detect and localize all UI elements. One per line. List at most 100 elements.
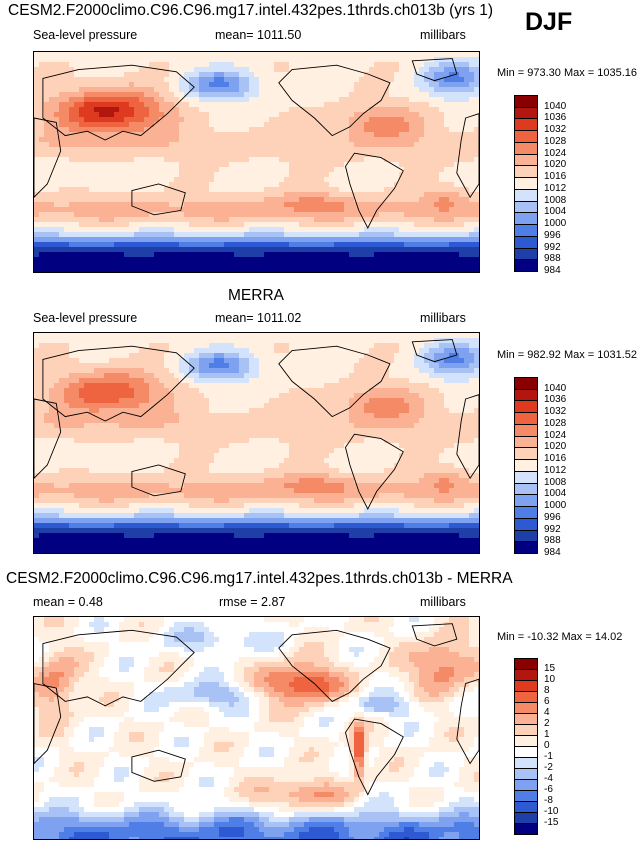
field-cell — [429, 363, 435, 369]
field-cell — [199, 72, 205, 78]
field-cell — [459, 262, 465, 268]
field-cell — [349, 147, 355, 153]
field-cell — [49, 177, 55, 183]
field-cell — [424, 152, 430, 158]
field-cell — [334, 117, 340, 123]
field-cell — [189, 107, 195, 113]
field-cell — [374, 338, 380, 344]
field-cell — [44, 353, 50, 359]
field-cell — [309, 92, 315, 98]
field-cell — [129, 127, 135, 133]
field-cell — [344, 137, 350, 143]
field-cell — [339, 378, 345, 384]
field-cell — [34, 378, 40, 384]
field-cell — [119, 192, 125, 198]
field-cell — [49, 358, 55, 364]
field-cell — [434, 252, 440, 258]
field-cell — [424, 242, 430, 248]
field-cell — [39, 192, 45, 198]
field-cell — [429, 237, 435, 243]
field-cell — [104, 162, 110, 168]
field-cell — [74, 262, 80, 268]
field-cell — [299, 137, 305, 143]
field-cell — [349, 182, 355, 188]
field-cell — [99, 267, 105, 272]
field-cell — [449, 142, 455, 148]
field-cell — [404, 122, 410, 128]
field-cell — [119, 137, 125, 143]
field-cell — [204, 52, 210, 58]
field-cell — [389, 212, 395, 218]
field-cell — [209, 237, 215, 243]
field-cell — [299, 267, 305, 272]
field-cell — [394, 122, 400, 128]
field-cell — [219, 192, 225, 198]
field-cell — [249, 333, 255, 339]
field-cell — [424, 72, 430, 78]
field-cell — [379, 177, 385, 183]
field-cell — [244, 257, 250, 263]
field-cell — [404, 252, 410, 258]
field-cell — [324, 77, 330, 83]
field-cell — [149, 127, 155, 133]
field-cell — [204, 373, 210, 379]
field-cell — [239, 52, 245, 58]
field-cell — [469, 212, 475, 218]
field-cell — [324, 363, 330, 369]
field-cell — [144, 217, 150, 223]
field-cell — [134, 152, 140, 158]
field-cell — [119, 338, 125, 344]
field-cell — [374, 172, 380, 178]
field-cell — [164, 227, 170, 233]
field-cell — [54, 62, 60, 68]
field-cell — [129, 122, 135, 128]
field-cell — [209, 162, 215, 168]
field-cell — [419, 207, 425, 213]
field-cell — [154, 368, 160, 374]
field-cell — [239, 147, 245, 153]
field-cell — [244, 152, 250, 158]
field-cell — [309, 117, 315, 123]
field-cell — [74, 388, 80, 394]
field-cell — [234, 358, 240, 364]
field-cell — [239, 192, 245, 198]
field-cell — [369, 232, 375, 238]
field-cell — [274, 137, 280, 143]
field-cell — [254, 207, 260, 213]
field-cell — [179, 177, 185, 183]
field-cell — [84, 67, 90, 73]
field-cell — [224, 137, 230, 143]
field-cell — [64, 57, 70, 63]
field-cell — [59, 232, 65, 238]
field-cell — [234, 197, 240, 203]
field-cell — [434, 378, 440, 384]
field-cell — [159, 72, 165, 78]
field-cell — [299, 152, 305, 158]
field-cell — [114, 97, 120, 103]
field-cell — [214, 207, 220, 213]
field-cell — [144, 82, 150, 88]
field-cell — [164, 338, 170, 344]
field-cell — [209, 137, 215, 143]
field-cell — [464, 122, 470, 128]
field-cell — [139, 87, 145, 93]
field-cell — [324, 217, 330, 223]
field-cell — [34, 358, 40, 364]
field-cell — [69, 388, 75, 394]
field-cell — [264, 348, 270, 354]
field-cell — [334, 338, 340, 344]
field-cell — [289, 167, 295, 173]
field-cell — [474, 117, 479, 123]
field-cell — [214, 157, 220, 163]
field-cell — [224, 152, 230, 158]
field-cell — [259, 177, 265, 183]
field-cell — [234, 122, 240, 128]
field-cell — [39, 267, 45, 272]
field-cell — [84, 348, 90, 354]
field-cell — [109, 137, 115, 143]
field-cell — [249, 388, 255, 394]
field-cell — [119, 167, 125, 173]
field-cell — [284, 232, 290, 238]
field-cell — [284, 82, 290, 88]
field-cell — [264, 343, 270, 349]
